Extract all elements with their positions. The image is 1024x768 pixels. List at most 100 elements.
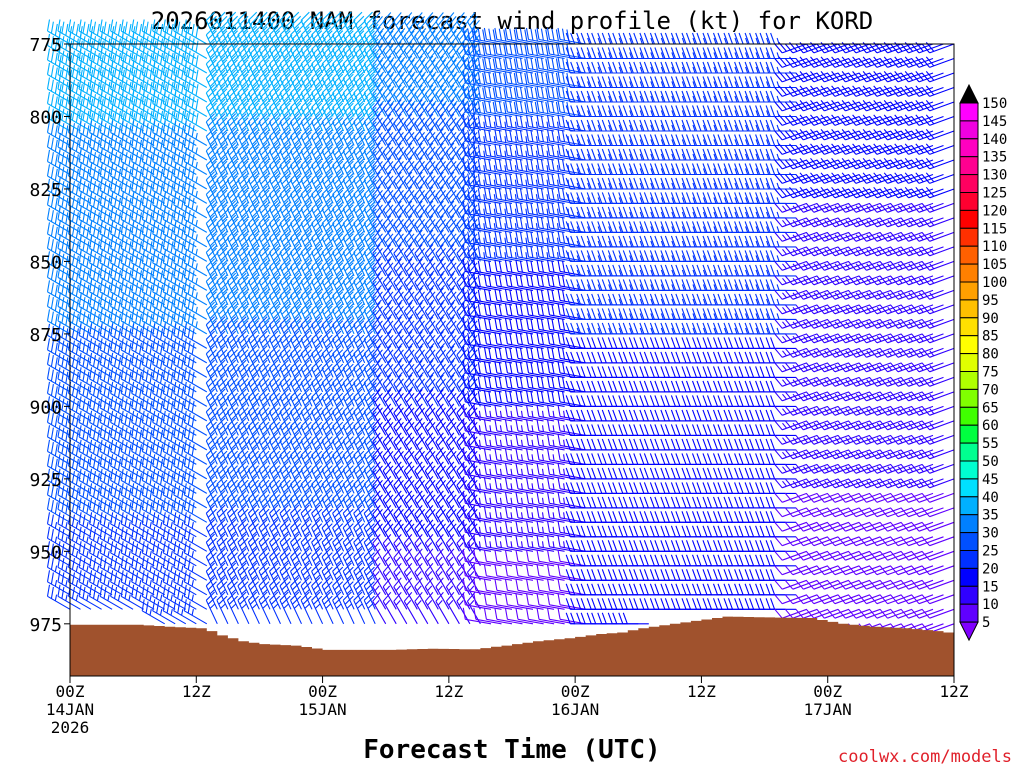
wind-barb bbox=[321, 548, 334, 581]
wind-barb bbox=[152, 207, 176, 233]
wind-barb bbox=[424, 490, 439, 523]
wind-barb bbox=[586, 438, 618, 451]
wind-barb bbox=[269, 475, 282, 509]
wind-barb bbox=[162, 120, 187, 146]
wind-barb bbox=[403, 331, 418, 364]
wind-barb bbox=[332, 504, 345, 538]
wind-barb bbox=[78, 251, 102, 277]
wind-barb bbox=[141, 19, 165, 45]
wind-barb bbox=[681, 337, 712, 349]
wind-barb bbox=[628, 308, 660, 320]
x-tick-label: 14JAN bbox=[46, 700, 94, 719]
wind-barb bbox=[681, 221, 712, 233]
wind-barb bbox=[536, 114, 565, 132]
wind-barb bbox=[173, 178, 197, 204]
legend-swatch bbox=[959, 478, 979, 498]
wind-barb bbox=[424, 113, 439, 146]
wind-barb bbox=[660, 47, 691, 60]
wind-barb bbox=[435, 577, 450, 610]
wind-barb bbox=[765, 76, 797, 89]
wind-barb bbox=[607, 61, 639, 74]
wind-barb bbox=[247, 345, 261, 378]
wind-barb bbox=[237, 301, 251, 335]
wind-barb bbox=[89, 309, 113, 335]
wind-barb bbox=[565, 119, 597, 132]
wind-barb bbox=[141, 410, 165, 436]
wind-barb bbox=[597, 264, 628, 277]
wind-barb bbox=[205, 490, 219, 523]
wind-barb bbox=[557, 42, 586, 60]
wind-barb bbox=[247, 287, 261, 320]
wind-barb bbox=[565, 134, 597, 147]
wind-barb bbox=[649, 511, 681, 523]
wind-barb bbox=[536, 216, 565, 233]
wind-barb bbox=[456, 331, 471, 364]
wind-barb bbox=[183, 193, 208, 219]
wind-barb bbox=[162, 62, 187, 88]
wind-barb bbox=[300, 287, 314, 320]
wind-barb bbox=[183, 541, 208, 567]
wind-barb bbox=[279, 127, 293, 161]
wind-barb bbox=[483, 245, 513, 262]
wind-barb bbox=[247, 185, 261, 219]
wind-barb bbox=[237, 243, 251, 277]
wind-barb bbox=[279, 301, 293, 335]
wind-barb bbox=[483, 303, 513, 320]
wind-barb bbox=[868, 594, 902, 605]
wind-barb bbox=[462, 42, 492, 60]
wind-barb bbox=[921, 608, 955, 619]
wind-barb bbox=[332, 548, 345, 581]
wind-barb bbox=[723, 90, 754, 103]
wind-barb bbox=[99, 425, 123, 451]
wind-barb bbox=[723, 177, 754, 190]
wind-barb bbox=[162, 323, 187, 349]
wind-barb bbox=[311, 403, 325, 436]
wind-barb bbox=[557, 433, 586, 451]
wind-barb bbox=[755, 235, 786, 248]
wind-barb bbox=[321, 11, 337, 45]
wind-barb bbox=[795, 565, 828, 576]
wind-barb bbox=[131, 62, 155, 88]
wind-barb bbox=[445, 215, 460, 248]
wind-barb bbox=[269, 388, 282, 422]
wind-barb bbox=[183, 77, 208, 103]
wind-barb bbox=[78, 512, 102, 538]
wind-barb bbox=[110, 570, 134, 596]
wind-barb bbox=[46, 309, 71, 335]
wind-barb bbox=[618, 467, 649, 480]
wind-barb bbox=[586, 105, 618, 118]
wind-barb bbox=[279, 272, 293, 306]
wind-barb bbox=[576, 322, 607, 335]
wind-barb bbox=[670, 308, 702, 320]
wind-barb bbox=[890, 579, 923, 590]
wind-barb bbox=[269, 185, 282, 219]
wind-barb bbox=[494, 332, 523, 349]
wind-barb bbox=[536, 448, 565, 465]
wind-barb bbox=[414, 461, 429, 494]
wind-barb bbox=[205, 84, 221, 117]
wind-barb bbox=[89, 294, 113, 320]
legend-label: 105 bbox=[982, 257, 1007, 273]
wind-barb bbox=[173, 454, 197, 480]
wind-barb bbox=[847, 608, 881, 619]
wind-barb bbox=[462, 201, 492, 219]
wind-barb bbox=[290, 229, 303, 262]
wind-barb bbox=[342, 26, 358, 59]
wind-barb bbox=[382, 84, 397, 117]
wind-barb bbox=[734, 351, 765, 364]
wind-barb bbox=[173, 541, 197, 567]
wind-barb bbox=[226, 548, 239, 581]
wind-barb bbox=[445, 389, 460, 422]
wind-barb bbox=[403, 519, 418, 552]
wind-barb bbox=[618, 438, 649, 451]
wind-barb bbox=[628, 90, 660, 103]
wind-barb bbox=[837, 492, 870, 503]
wind-barb bbox=[618, 511, 649, 523]
wind-barb bbox=[515, 448, 544, 465]
wind-barb bbox=[628, 192, 660, 204]
wind-barb bbox=[702, 395, 733, 407]
wind-barb bbox=[247, 301, 261, 335]
wind-barb bbox=[342, 591, 355, 625]
wind-barb bbox=[372, 157, 387, 190]
wind-barb bbox=[586, 47, 618, 60]
